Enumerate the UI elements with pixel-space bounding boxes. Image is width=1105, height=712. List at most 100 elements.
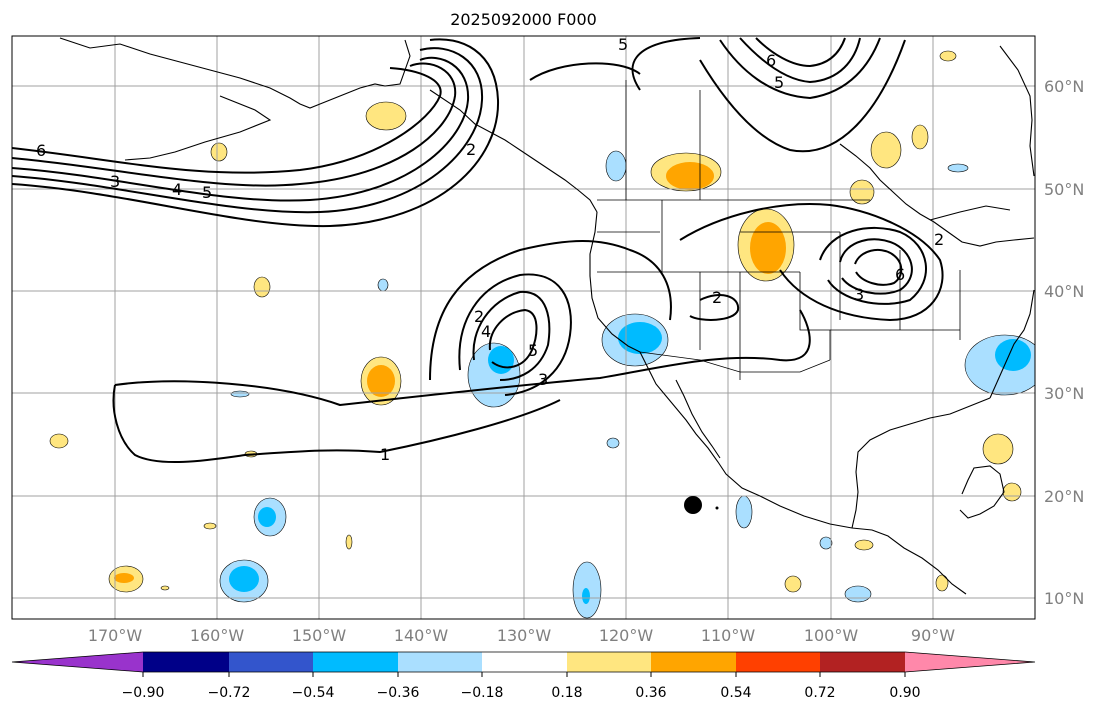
contour-line <box>458 273 572 396</box>
contour-label: 5 <box>774 73 784 92</box>
lat-label: 20°N <box>1044 487 1084 506</box>
lat-label: 10°N <box>1044 589 1084 608</box>
anomaly-blob <box>377 278 389 292</box>
contour-line <box>112 384 561 464</box>
anomaly-blob <box>995 339 1031 371</box>
anomaly-blob <box>258 507 276 527</box>
anomaly-blob <box>784 575 802 593</box>
lon-label: 130°W <box>497 626 552 645</box>
anomaly-blob <box>854 539 874 551</box>
colorbar-tick-label: −0.54 <box>292 685 335 701</box>
anomaly-blob <box>114 573 134 583</box>
contour-label: 5 <box>528 341 538 360</box>
lon-label: 120°W <box>599 626 654 645</box>
contour-line <box>529 62 641 81</box>
lon-label: 90°W <box>911 626 955 645</box>
anomaly-blob <box>606 437 620 449</box>
contour-label: 2 <box>474 307 484 326</box>
anomaly-blob <box>935 574 949 592</box>
contour-label: 4 <box>481 322 491 341</box>
anomaly-blob <box>203 522 217 530</box>
lat-label: 60°N <box>1044 77 1084 96</box>
contour-label: 6 <box>895 265 905 284</box>
coastlines <box>59 37 1035 595</box>
lon-label: 140°W <box>394 626 449 645</box>
contour-label: 3 <box>854 285 864 304</box>
map-title: 2025092000 F000 <box>450 10 597 29</box>
anomaly-blob <box>844 585 872 603</box>
anomaly-blob <box>939 50 957 62</box>
contour-line <box>12 56 470 202</box>
contour-line <box>12 38 500 228</box>
colorbar-tick-label: −0.72 <box>208 685 251 701</box>
contour-line <box>12 62 457 187</box>
contour-label: 2 <box>934 230 944 249</box>
colorbar-tick-label: 0.18 <box>551 685 582 701</box>
colorbar-segment <box>651 652 736 672</box>
contour-label: 6 <box>766 51 776 70</box>
map-panel: 1 2 2 2 2 3 3 3 4 4 5 5 5 5 6 6 6 <box>12 35 1035 619</box>
colorbar-tick-label: 0.90 <box>889 685 920 701</box>
contour-line <box>854 248 903 286</box>
contour-label: 6 <box>36 141 46 160</box>
contour-line <box>114 309 811 407</box>
lon-label: 170°W <box>88 626 143 645</box>
contour-line <box>429 240 672 381</box>
contour-label: 3 <box>538 370 548 389</box>
anomaly-blob <box>229 566 259 592</box>
contour-line <box>719 37 881 100</box>
storm-marker-dot <box>715 506 719 510</box>
anomaly-blob <box>49 433 69 449</box>
anomaly-blob <box>365 101 407 131</box>
colorbar-tick-label: 0.72 <box>804 685 835 701</box>
colorbar-tick-labels: −0.90 −0.72 −0.54 −0.36 −0.18 0.18 0.36 … <box>122 685 921 701</box>
colorbar-segment <box>229 652 313 672</box>
colorbar-tick-label: 0.54 <box>720 685 751 701</box>
contour-label: 5 <box>618 35 628 54</box>
contour-line <box>488 308 538 369</box>
anomaly-blob <box>582 588 590 604</box>
colorbar-extend-min <box>12 652 143 672</box>
colorbar-segment <box>567 652 651 672</box>
anomaly-blob <box>1002 482 1022 502</box>
longitude-labels: 170°W 160°W 150°W 140°W 130°W 120°W 110°… <box>88 626 955 645</box>
contour-label: 3 <box>110 172 120 191</box>
colorbar-ticks <box>142 672 906 677</box>
anomaly-blob <box>160 585 170 591</box>
contour-label: 4 <box>172 180 182 199</box>
anomaly-blob <box>210 142 228 162</box>
contour-label: 5 <box>202 183 212 202</box>
anomaly-blob <box>849 179 875 205</box>
anomaly-blob <box>230 390 250 398</box>
contour-label-group: 1 2 2 2 2 3 3 3 4 4 5 5 5 5 6 6 6 <box>36 35 944 464</box>
anomaly-blob <box>911 124 929 150</box>
colorbar-segment <box>143 652 229 672</box>
lat-label: 40°N <box>1044 282 1084 301</box>
lon-label: 160°W <box>190 626 245 645</box>
contour-line <box>819 226 927 305</box>
contour-label: 2 <box>466 140 476 159</box>
lat-label: 30°N <box>1044 384 1084 403</box>
political-borders <box>597 80 961 380</box>
colorbar-tick-label: −0.90 <box>122 685 165 701</box>
contour-line <box>739 37 861 84</box>
colorbar-segment <box>736 652 820 672</box>
contour-line <box>12 47 484 214</box>
contour-line <box>472 290 551 381</box>
colorbar-tick-label: 0.36 <box>635 685 666 701</box>
storm-marker <box>684 496 702 514</box>
anomaly-blob <box>819 536 833 550</box>
colorbar: −0.90 −0.72 −0.54 −0.36 −0.18 0.18 0.36 … <box>11 651 1036 701</box>
shaded-anomalies <box>49 50 1035 619</box>
colorbar-extend-max <box>905 652 1035 672</box>
contour-line <box>699 39 906 153</box>
anomaly-blob <box>488 346 514 374</box>
colorbar-tick-label: −0.36 <box>377 685 420 701</box>
anomaly-blob <box>367 365 395 397</box>
contour-label: 2 <box>712 288 722 307</box>
anomaly-blob <box>253 276 271 298</box>
anomaly-blob <box>982 433 1014 465</box>
colorbar-tick-label: −0.18 <box>461 685 504 701</box>
lat-label: 50°N <box>1044 180 1084 199</box>
